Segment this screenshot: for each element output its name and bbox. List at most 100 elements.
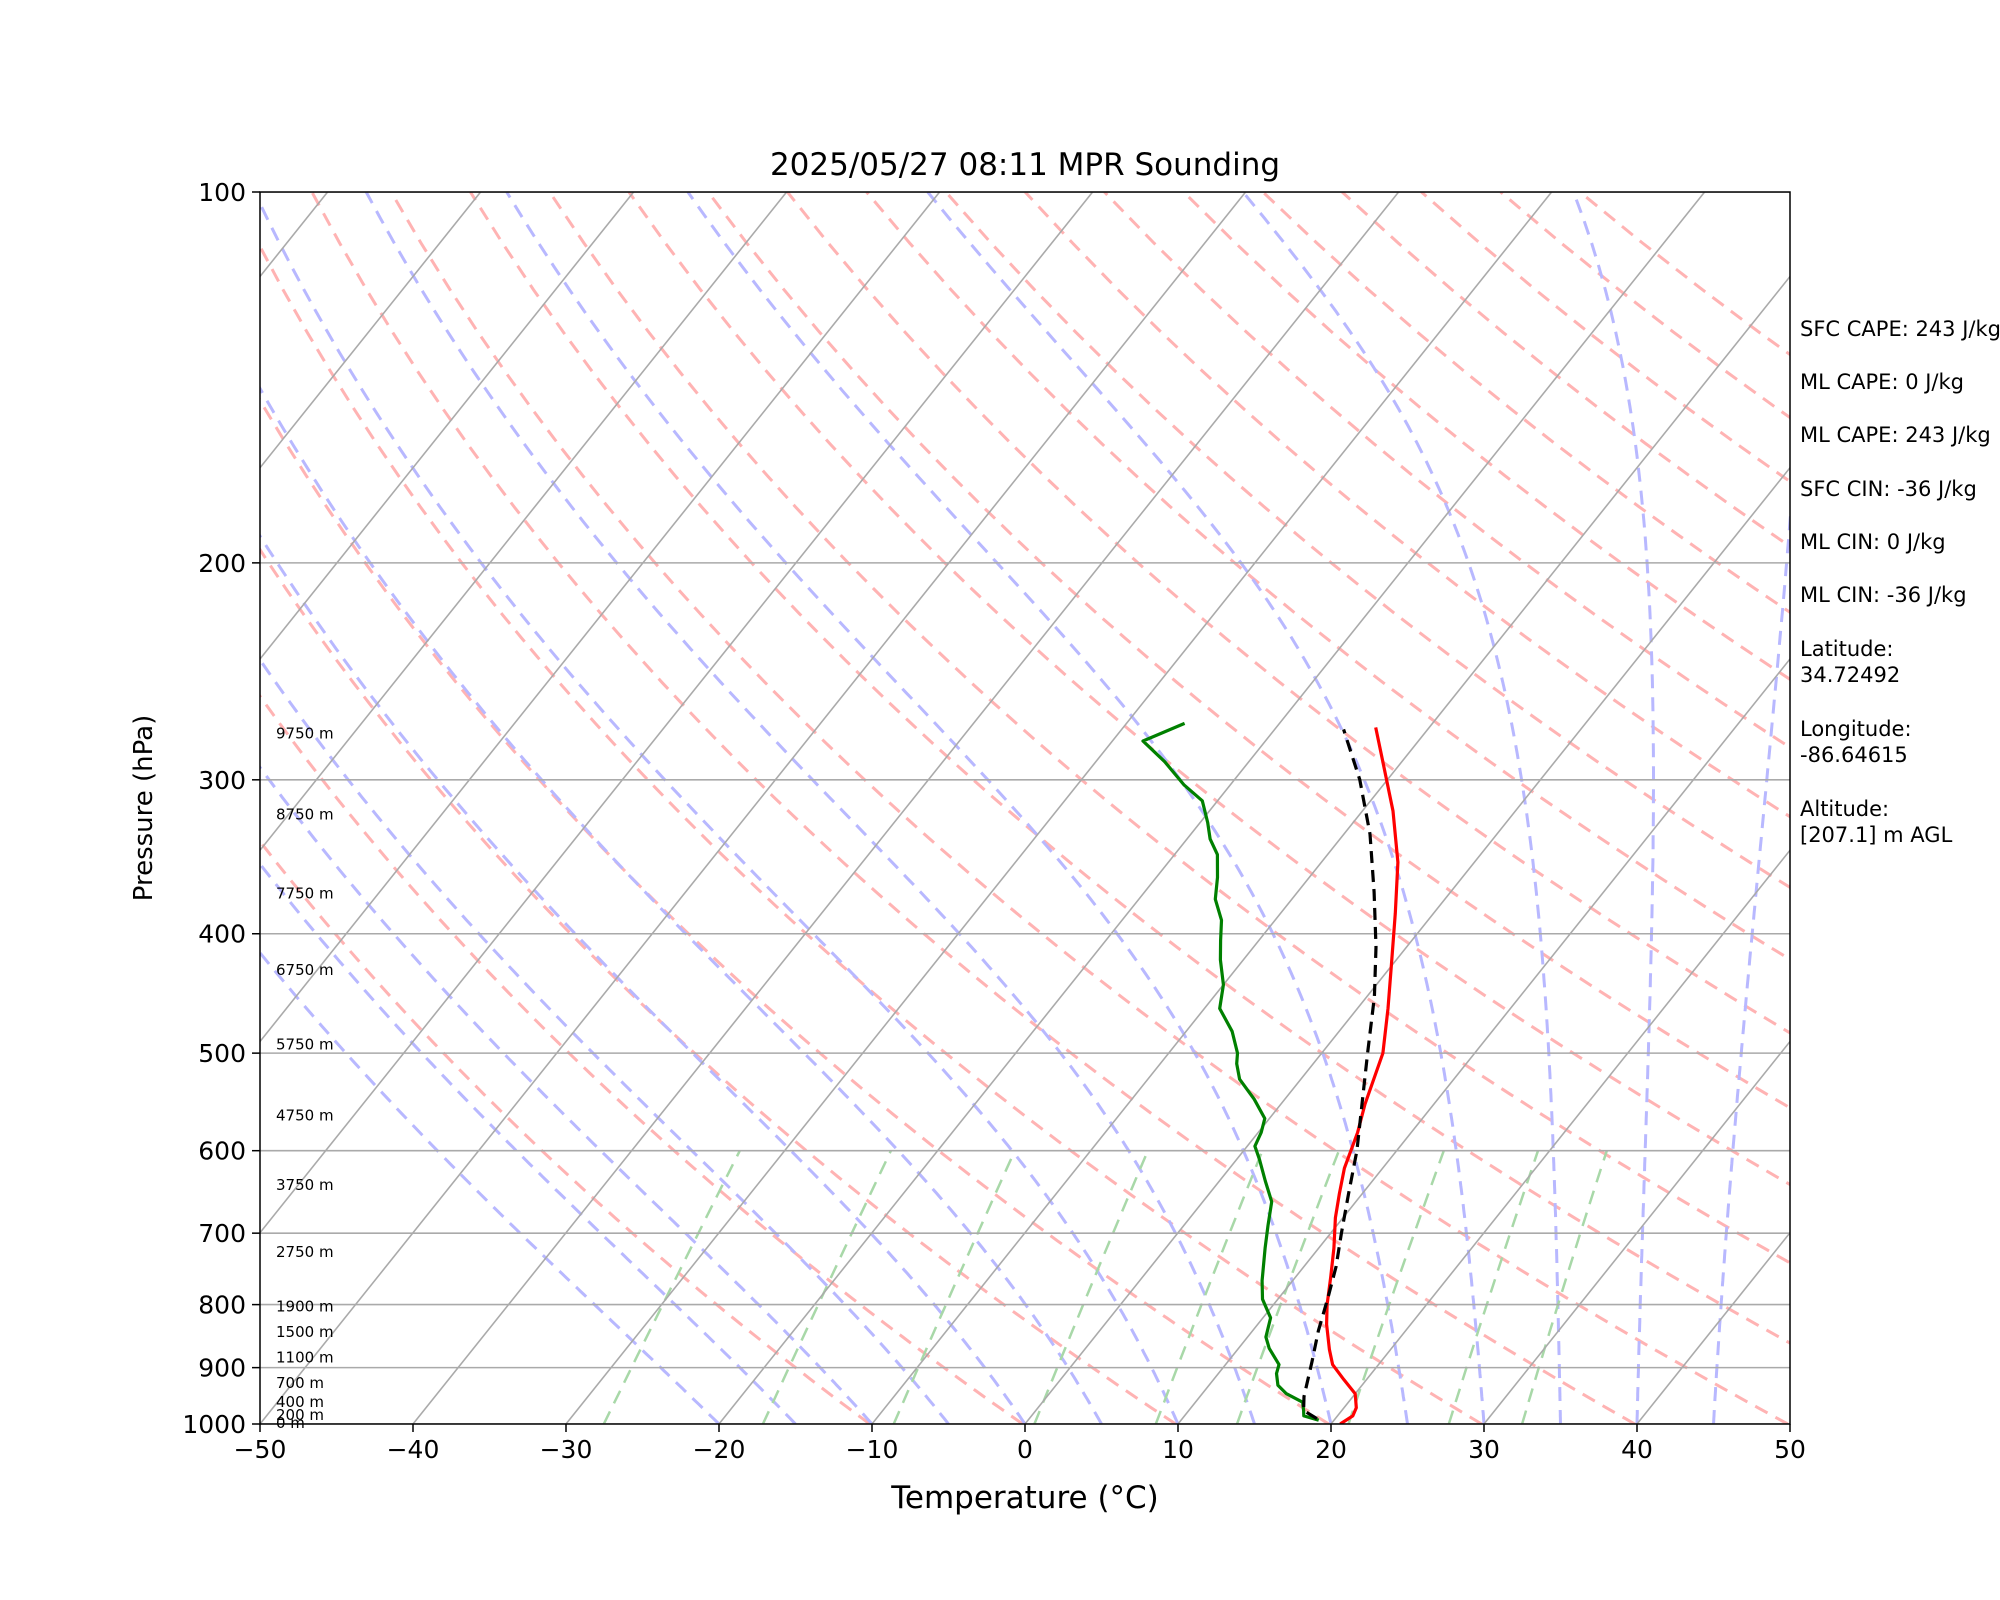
annotation-ml-cin-36: ML CIN: -36 J/kg bbox=[1800, 583, 1967, 607]
data-lines bbox=[1141, 721, 1400, 1424]
moist-adiabat-line bbox=[260, 533, 1027, 1424]
height-label: 1900 m bbox=[276, 1298, 334, 1316]
isotherm-line bbox=[260, 192, 635, 661]
y-tick-label: 200 bbox=[198, 549, 246, 578]
annotation-latitude: Latitude: 34.72492 bbox=[1800, 637, 1901, 687]
dry-adiabat-line bbox=[260, 243, 1483, 1424]
isotherm-line bbox=[565, 192, 1553, 1424]
moist-adiabat-line bbox=[260, 950, 721, 1424]
x-tick-label: 50 bbox=[1774, 1435, 1806, 1464]
annotation-longitude: Longitude: -86.64615 bbox=[1800, 717, 1912, 767]
height-label: 7750 m bbox=[276, 884, 334, 902]
x-tick-label: −20 bbox=[693, 1435, 746, 1464]
moist-adiabat-line bbox=[1572, 192, 1655, 1424]
annotation-ml-cape-0: ML CAPE: 0 J/kg bbox=[1800, 370, 1965, 394]
isotherm-line bbox=[260, 192, 941, 1043]
mixing-ratio-line bbox=[602, 1150, 741, 1424]
dry-adiabat-line bbox=[260, 693, 1024, 1424]
annotation-sfc-cin: SFC CIN: -36 J/kg bbox=[1800, 477, 1977, 501]
annotation-sfc-cape: SFC CAPE: 243 J/kg bbox=[1800, 317, 2000, 341]
x-tick-label: 0 bbox=[1017, 1435, 1033, 1464]
dry-adiabat-line bbox=[310, 192, 1636, 1424]
height-label: 4750 m bbox=[276, 1107, 334, 1125]
x-tick-label: −50 bbox=[234, 1435, 287, 1464]
moist-adiabat-line bbox=[926, 192, 1486, 1424]
x-tick-label: −40 bbox=[387, 1435, 440, 1464]
isotherm-line bbox=[260, 192, 1247, 1424]
y-tick-label: 400 bbox=[198, 920, 246, 949]
moist-adiabat-line bbox=[1241, 192, 1562, 1424]
mixing-ratio-line bbox=[761, 1150, 893, 1424]
height-label: 8750 m bbox=[276, 805, 334, 823]
y-tick-label: 800 bbox=[198, 1291, 246, 1320]
temperature-line bbox=[1325, 727, 1400, 1424]
y-tick-label: 600 bbox=[198, 1137, 246, 1166]
moist-adiabat-line bbox=[686, 192, 1409, 1424]
isotherm-line bbox=[260, 192, 788, 852]
isotherm-line bbox=[260, 192, 1094, 1235]
dry-adiabat-line bbox=[706, 192, 1790, 1110]
x-tick-label: 30 bbox=[1468, 1435, 1500, 1464]
dry-adiabat-line bbox=[865, 192, 1790, 962]
chart-title: 2025/05/27 08:11 MPR Sounding bbox=[770, 147, 1280, 183]
dry-adiabat-line bbox=[260, 546, 1177, 1424]
dry-adiabat-line bbox=[548, 192, 1790, 1265]
height-label: 6750 m bbox=[276, 961, 334, 979]
x-tick-label: 20 bbox=[1315, 1435, 1347, 1464]
y-tick-label: 1000 bbox=[182, 1410, 246, 1439]
x-axis: −50 −40 −30 −20 −10 0 10 20 30 40 50 bbox=[234, 1424, 1806, 1464]
y-tick-label: 300 bbox=[198, 766, 246, 795]
x-tick-label: −10 bbox=[846, 1435, 899, 1464]
y-axis: 100 200 300 400 500 600 700 800 900 1000 bbox=[182, 178, 260, 1439]
background-lines bbox=[0, 192, 1790, 1424]
moist-adiabat-line bbox=[260, 385, 1103, 1424]
height-label: 1500 m bbox=[276, 1323, 334, 1341]
x-tick-label: −30 bbox=[540, 1435, 593, 1464]
y-tick-label: 500 bbox=[198, 1039, 246, 1068]
x-tick-label: 10 bbox=[1162, 1435, 1194, 1464]
dry-adiabat-line bbox=[260, 838, 871, 1424]
isotherm-line bbox=[260, 192, 482, 470]
dry-adiabat-line bbox=[389, 192, 1789, 1424]
height-label: 3750 m bbox=[276, 1176, 334, 1194]
isotherm-line bbox=[871, 275, 1790, 1424]
dewpoint-line bbox=[1141, 721, 1320, 1422]
annotation-ml-cape-243: ML CAPE: 243 J/kg bbox=[1800, 423, 1991, 447]
dry-adiabat-line bbox=[469, 192, 1790, 1345]
dry-adiabat-line bbox=[260, 397, 1330, 1424]
y-tick-label: 700 bbox=[198, 1219, 246, 1248]
height-label: 200 m bbox=[276, 1406, 324, 1424]
dry-adiabat-line bbox=[627, 192, 1790, 1187]
height-label: 9750 m bbox=[276, 724, 334, 742]
moist-adiabat-line bbox=[260, 764, 874, 1424]
isotherm-line bbox=[1024, 466, 1790, 1424]
annotation-ml-cin-0: ML CIN: 0 J/kg bbox=[1800, 530, 1946, 554]
mixing-ratio-line bbox=[892, 1150, 1016, 1424]
y-tick-label: 900 bbox=[198, 1354, 246, 1383]
parcel-profile-line bbox=[1302, 728, 1378, 1420]
isotherm-line bbox=[412, 192, 1400, 1424]
moist-adiabat-line bbox=[260, 657, 950, 1424]
annotation-altitude: Altitude: [207.1] m AGL bbox=[1800, 797, 1953, 847]
moist-adiabat-line bbox=[1712, 502, 1790, 1424]
moist-adiabat-line bbox=[260, 200, 1180, 1424]
height-label: 2750 m bbox=[276, 1243, 334, 1261]
dry-adiabat-line bbox=[786, 192, 1790, 1035]
x-tick-label: 40 bbox=[1621, 1435, 1653, 1464]
isotherm-line bbox=[718, 192, 1706, 1424]
moist-adiabat-line bbox=[364, 192, 1256, 1424]
isotherm-line bbox=[0, 192, 22, 1424]
isotherm-line bbox=[1177, 657, 1790, 1424]
isotherm-line bbox=[1483, 1040, 1790, 1424]
isotherm-line bbox=[1330, 848, 1790, 1424]
dry-adiabat-line bbox=[944, 192, 1790, 890]
mixing-ratio-line bbox=[1154, 1150, 1264, 1424]
height-label: 1100 m bbox=[276, 1348, 334, 1366]
height-label: 5750 m bbox=[276, 1036, 334, 1054]
mixing-ratio-line bbox=[1033, 1150, 1150, 1424]
moist-adiabat-line bbox=[260, 861, 797, 1424]
y-tick-label: 100 bbox=[198, 178, 246, 207]
x-axis-label: Temperature (°C) bbox=[890, 1480, 1159, 1516]
